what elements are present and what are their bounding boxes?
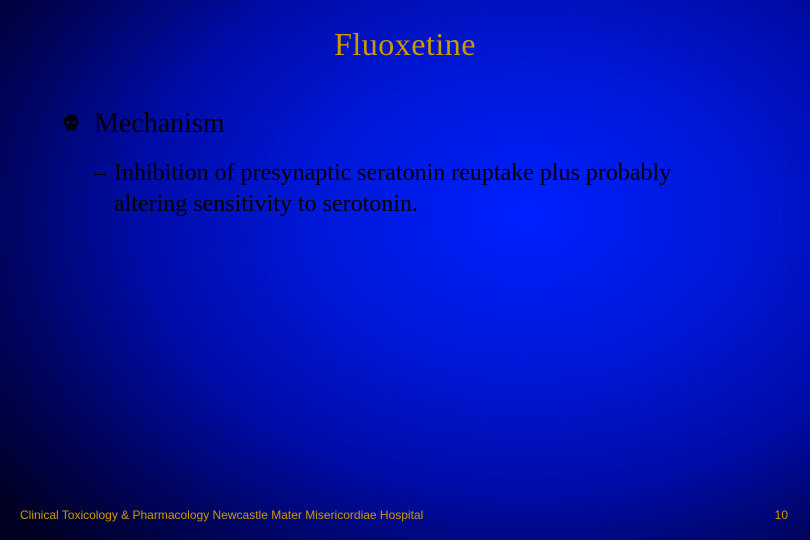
slide-title: Fluoxetine — [0, 26, 810, 63]
slide-container: Fluoxetine Mechanism – Inhibition of pre… — [0, 0, 810, 540]
body-text: Inhibition of presynaptic seratonin reup… — [114, 158, 714, 220]
bullet-level-2: – Inhibition of presynaptic seratonin re… — [94, 158, 770, 220]
skull-icon — [62, 114, 80, 132]
heading-text: Mechanism — [94, 108, 225, 140]
dash-bullet: – — [94, 158, 106, 189]
footer-text: Clinical Toxicology & Pharmacology Newca… — [20, 508, 423, 522]
content-area: Mechanism – Inhibition of presynaptic se… — [62, 108, 770, 220]
bullet-level-1: Mechanism — [62, 108, 770, 140]
page-number: 10 — [775, 508, 788, 522]
